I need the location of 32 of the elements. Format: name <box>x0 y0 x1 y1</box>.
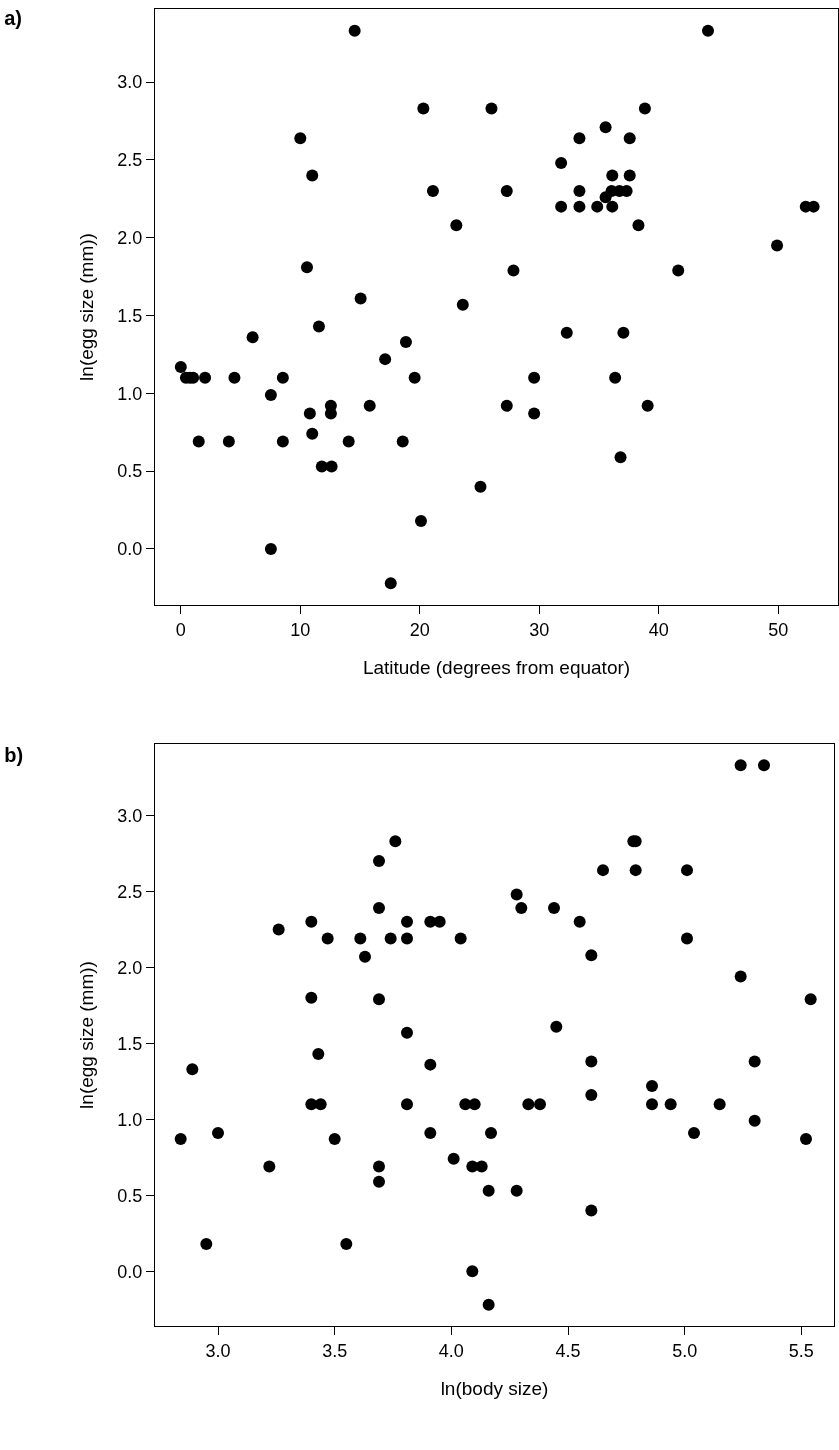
y-tick-label: 3.0 <box>117 805 143 826</box>
x-tick-label: 5.0 <box>672 1340 698 1361</box>
x-tick-label: 3.0 <box>205 1340 231 1361</box>
x-tick-label: 5.5 <box>788 1340 814 1361</box>
x-tick-label: 4.5 <box>555 1340 581 1361</box>
y-tick-label: 0.0 <box>117 539 143 560</box>
y-tick-label: 2.0 <box>117 957 143 978</box>
y-tick-label: 3.0 <box>117 72 143 93</box>
y-tick-label: 2.5 <box>117 150 143 171</box>
x-axis-title: ln(body size) <box>440 1378 549 1400</box>
y-tick-label: 2.5 <box>117 881 143 902</box>
x-tick-label: 30 <box>529 619 550 640</box>
x-tick-label: 10 <box>290 619 311 640</box>
y-axis-title: ln(egg size (mm)) <box>76 961 98 1109</box>
x-tick-label: 4.0 <box>438 1340 464 1361</box>
y-tick-label: 0.0 <box>117 1261 143 1282</box>
y-axis-title: ln(egg size (mm)) <box>76 233 98 381</box>
y-tick-label: 1.0 <box>117 383 143 404</box>
x-axis-title: Latitude (degrees from equator) <box>362 657 631 679</box>
y-tick-label: 2.0 <box>117 228 143 249</box>
y-tick-label: 1.0 <box>117 1109 143 1130</box>
y-tick-label: 0.5 <box>117 1185 143 1206</box>
x-tick-label: 40 <box>648 619 669 640</box>
y-tick-label: 1.5 <box>117 1033 143 1054</box>
x-tick-label: 20 <box>409 619 430 640</box>
y-tick-label: 1.5 <box>117 305 143 326</box>
x-tick-label: 3.5 <box>322 1340 348 1361</box>
y-tick-label: 0.5 <box>117 461 143 482</box>
x-tick-label: 0 <box>175 619 186 640</box>
chart-title: b) <box>4 744 24 767</box>
x-tick-label: 50 <box>768 619 789 640</box>
chart-title: a) <box>4 6 22 29</box>
